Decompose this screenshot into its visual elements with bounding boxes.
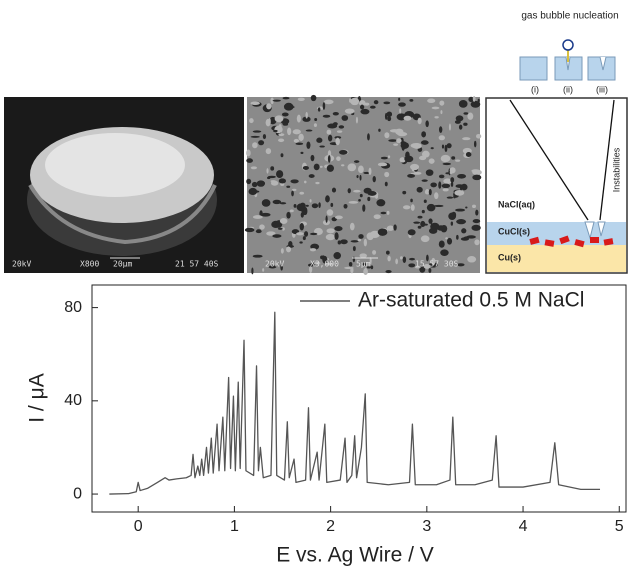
y-axis-label: I / μA (26, 373, 49, 422)
x-tick-label: 2 (326, 518, 335, 535)
sem-label: 15 57 30S (415, 260, 459, 269)
plot-frame (91, 284, 627, 513)
sem-image-low: 20kV X800 20μm 21 57 40S (4, 97, 244, 273)
sem-label: 5μm (356, 260, 371, 269)
sem-label: X800 (80, 260, 99, 269)
schematic: gas bubble nucleation (i) (ii) (iii) NaC… (485, 11, 628, 274)
y-tick-label: 40 (64, 392, 82, 409)
sem-label: 21 57 40S (175, 260, 219, 269)
side-label: Instabilities (611, 147, 621, 192)
sem-image-high: 20kV X3,000 5μm 15 57 30S (244, 94, 482, 275)
legend-label: Ar-saturated 0.5 M NaCl (358, 289, 584, 312)
x-tick-label: 4 (519, 518, 528, 535)
layer-label: NaCl(aq) (498, 199, 535, 209)
schematic-title: gas bubble nucleation (521, 11, 618, 22)
x-tick-label: 5 (615, 518, 624, 535)
sem-label: X3,000 (310, 260, 339, 269)
step-label: (i) (531, 84, 539, 94)
step-label: (iii) (596, 84, 608, 94)
layer-label: CuCl(s) (498, 226, 530, 236)
sem-label: 20kV (265, 260, 284, 269)
sem-label: 20μm (113, 260, 132, 269)
x-axis-label: E vs. Ag Wire / V (276, 544, 434, 567)
y-tick-label: 80 (64, 299, 82, 316)
sem-label: 20kV (12, 260, 31, 269)
x-tick-label: 1 (230, 518, 239, 535)
x-tick-label: 0 (134, 518, 143, 535)
layer-label: Cu(s) (498, 252, 521, 262)
x-tick-label: 3 (422, 518, 431, 535)
line-chart: 0 1 2 3 4 5 0 40 80 E vs. Ag Wire / V I / μA Ar-sat… (26, 284, 627, 567)
data-line (109, 311, 601, 495)
step-label: (ii) (563, 84, 573, 94)
y-tick-label: 0 (73, 485, 82, 502)
